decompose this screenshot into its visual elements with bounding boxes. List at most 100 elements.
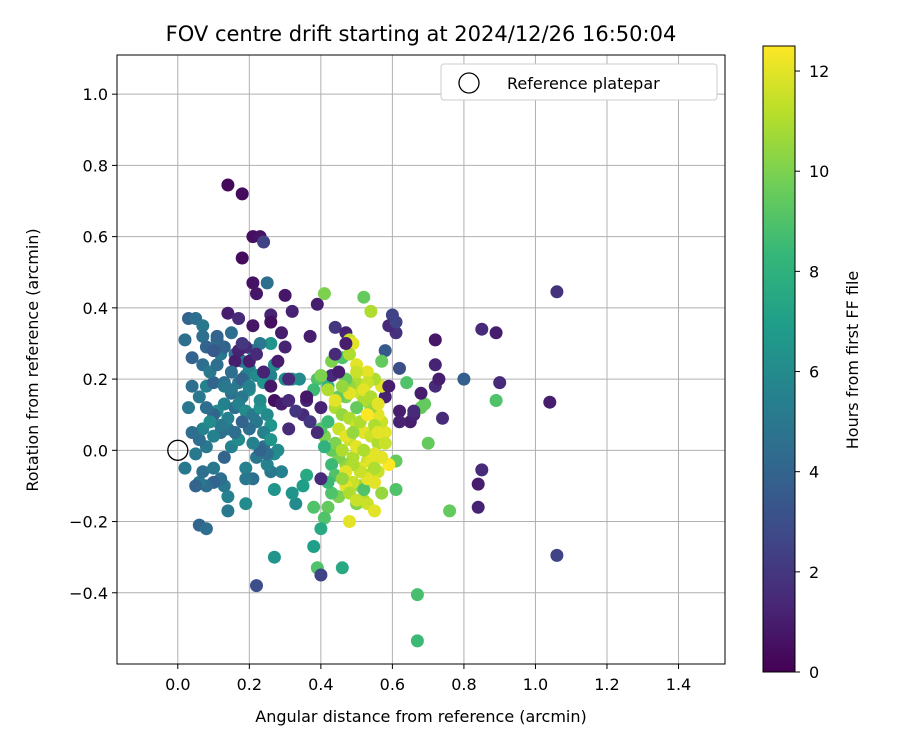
data-point [214, 418, 228, 432]
data-point [389, 483, 403, 496]
data-point [328, 320, 342, 334]
data-point [421, 436, 435, 450]
data-point [335, 472, 349, 486]
data-point [207, 376, 221, 390]
data-point [389, 315, 403, 329]
data-point [335, 561, 349, 575]
data-point [292, 372, 306, 386]
data-point [275, 465, 288, 479]
data-point [307, 540, 321, 553]
data-point [246, 319, 260, 333]
data-point [185, 351, 199, 365]
data-point [314, 568, 328, 582]
data-point [410, 588, 424, 602]
x-axis-ticks: 0.0 0.2 0.4 0.6 0.8 1.0 1.2 1.4 [165, 664, 691, 694]
data-point [250, 579, 263, 593]
data-point [246, 276, 260, 290]
data-point [360, 408, 374, 422]
data-point [310, 426, 324, 439]
data-point [300, 390, 314, 404]
data-point [185, 426, 199, 439]
data-point [192, 390, 206, 404]
colorbar-tick-label: 12 [809, 62, 829, 81]
data-point [343, 347, 356, 361]
data-point [436, 411, 449, 425]
x-tick-label: 0.0 [165, 675, 190, 694]
data-point [224, 365, 238, 379]
data-point [314, 472, 328, 486]
data-point [335, 443, 349, 457]
data-point [250, 347, 263, 361]
data-point [207, 461, 221, 475]
data-point [543, 395, 557, 409]
data-point [235, 251, 249, 265]
data-point [414, 386, 428, 400]
data-point [325, 486, 339, 500]
data-point [282, 372, 296, 386]
data-point [210, 329, 224, 343]
data-point [393, 415, 406, 429]
colorbar-tick-label: 8 [809, 262, 819, 281]
data-point [300, 468, 314, 482]
data-point [189, 479, 203, 493]
scatter-points [178, 178, 564, 648]
data-point [457, 372, 471, 386]
data-point [375, 486, 389, 500]
data-point [317, 440, 331, 454]
data-point [400, 376, 414, 390]
y-axis-label: Rotation from reference (arcmin) [23, 228, 42, 491]
data-point [317, 511, 331, 525]
chart-title: FOV centre drift starting at 2024/12/26 … [166, 22, 677, 46]
data-point [360, 365, 374, 379]
data-point [285, 304, 299, 318]
x-tick-label: 1.0 [523, 675, 548, 694]
data-point [357, 290, 371, 304]
data-point [250, 287, 263, 301]
data-point [343, 515, 356, 528]
data-point [471, 500, 485, 514]
data-point [246, 436, 260, 450]
data-point [257, 365, 271, 379]
data-point [357, 483, 371, 496]
data-point [221, 504, 235, 518]
data-point [189, 447, 203, 461]
data-point [471, 477, 485, 491]
data-point [232, 312, 246, 325]
colorbar-frame [762, 45, 796, 673]
data-point [371, 397, 385, 411]
data-point [432, 372, 446, 386]
data-point [260, 276, 274, 290]
data-point [335, 379, 349, 393]
x-tick-label: 1.2 [594, 675, 619, 694]
data-point [314, 401, 328, 415]
data-point [350, 493, 364, 507]
data-point [550, 548, 564, 562]
data-point [239, 497, 253, 511]
data-point [278, 288, 292, 302]
data-point [303, 329, 317, 343]
data-point [307, 500, 321, 514]
x-axis-label: Angular distance from reference (arcmin) [255, 707, 586, 726]
data-point [321, 383, 335, 397]
data-point [242, 379, 256, 393]
data-point [260, 408, 274, 422]
data-point [375, 450, 389, 464]
data-point [217, 450, 231, 464]
data-point [178, 461, 192, 475]
data-point [285, 486, 299, 500]
colorbar-gradient [763, 46, 795, 672]
data-point [489, 326, 503, 340]
legend: Reference platepar [440, 63, 718, 101]
grid-lines [117, 55, 725, 664]
data-point [550, 285, 564, 299]
data-point [217, 379, 231, 393]
data-point [475, 463, 489, 477]
data-point [221, 490, 235, 504]
data-point [489, 394, 503, 407]
data-point [217, 397, 231, 411]
data-point [410, 634, 424, 648]
y-tick-label: −0.4 [69, 584, 108, 603]
reference-marker [167, 439, 189, 461]
data-point [217, 340, 231, 354]
data-point [382, 379, 396, 393]
